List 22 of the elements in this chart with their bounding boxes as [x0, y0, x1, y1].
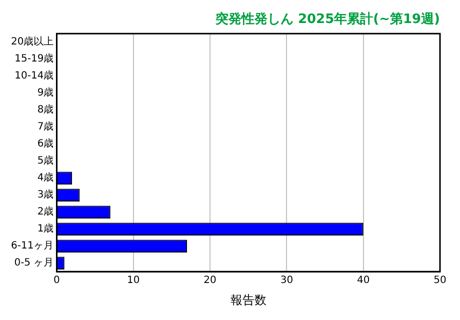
y-tick-label: 5歳: [37, 154, 54, 167]
y-tick-label: 6-11ヶ月: [11, 240, 54, 252]
y-tick-label: 0-5 ヶ月: [14, 258, 54, 269]
y-tick-label: 15-19歳: [14, 52, 54, 65]
y-tick-label: 6歳: [37, 138, 54, 150]
x-tick-label: 10: [127, 275, 140, 286]
x-tick-label: 0: [54, 275, 60, 286]
x-axis-title: 報告数: [230, 292, 266, 307]
x-tick-label: 20: [204, 275, 216, 286]
y-tick-label: 9歳: [37, 86, 54, 99]
x-tick-label: 30: [280, 275, 294, 286]
y-tick-label: 2歳: [37, 206, 54, 218]
y-tick-label: 4歳: [37, 172, 54, 184]
y-tick-label: 8歳: [37, 104, 54, 116]
x-tick-label: 50: [434, 275, 446, 286]
y-tick-label: 7歳: [37, 120, 54, 133]
x-tick-label: 40: [356, 275, 370, 286]
chart-title: 突発性発しん 2025年累計(~第19週): [214, 11, 440, 28]
y-tick-label: 10-14歳: [14, 70, 54, 82]
y-tick-label: 20歳以上: [10, 36, 54, 48]
y-tick-label: 3歳: [37, 188, 54, 201]
y-tick-label: 1歳: [37, 222, 54, 235]
